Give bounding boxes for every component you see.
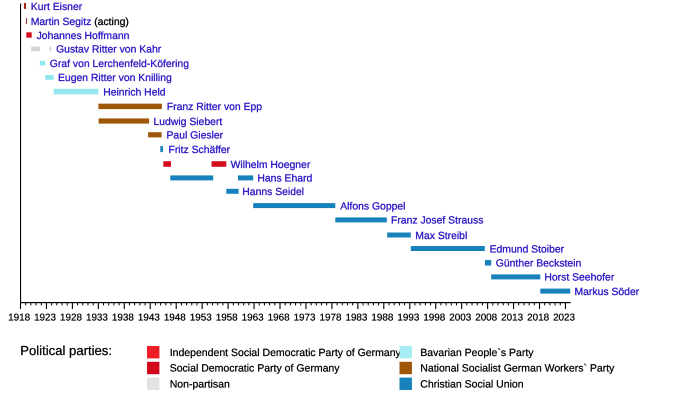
svg-text:2008: 2008 [475, 313, 497, 324]
svg-text:1988: 1988 [371, 313, 393, 324]
svg-text:Franz Josef Strauss: Franz Josef Strauss [391, 216, 483, 227]
svg-text:Max Streibl: Max Streibl [415, 231, 467, 242]
svg-text:Edmund Stoiber: Edmund Stoiber [490, 244, 565, 255]
svg-text:Hans Ehard: Hans Ehard [257, 174, 312, 185]
svg-text:Horst Seehofer: Horst Seehofer [544, 273, 614, 284]
svg-text:1953: 1953 [190, 313, 212, 324]
svg-text:1923: 1923 [34, 313, 56, 324]
svg-text:Alfons Goppel: Alfons Goppel [340, 201, 405, 212]
svg-text:Non-partisan: Non-partisan [170, 378, 230, 390]
svg-text:Political parties:: Political parties: [20, 343, 112, 358]
svg-text:2018: 2018 [527, 313, 549, 324]
svg-text:1963: 1963 [242, 313, 264, 324]
svg-text:Heinrich Held: Heinrich Held [103, 87, 166, 98]
svg-text:Franz Ritter von Epp: Franz Ritter von Epp [167, 102, 263, 113]
svg-text:Kurt Eisner: Kurt Eisner [31, 2, 83, 13]
svg-text:Hanns Seidel: Hanns Seidel [242, 187, 304, 198]
svg-text:1993: 1993 [397, 313, 419, 324]
svg-text:Markus Söder: Markus Söder [575, 287, 640, 298]
svg-text:Eugen Ritter von Knilling: Eugen Ritter von Knilling [58, 73, 172, 84]
svg-text:1968: 1968 [268, 313, 290, 324]
svg-text:Martin Segitz (acting): Martin Segitz (acting) [31, 17, 129, 28]
svg-text:Günther Beckstein: Günther Beckstein [496, 259, 582, 270]
svg-text:National Socialist German Work: National Socialist German Workers` Party [420, 363, 615, 375]
svg-text:2003: 2003 [449, 313, 471, 324]
svg-text:2013: 2013 [501, 313, 523, 324]
svg-text:1918: 1918 [8, 313, 30, 324]
svg-text:1928: 1928 [60, 313, 82, 324]
svg-text:Gustav Ritter von Kahr: Gustav Ritter von Kahr [56, 45, 162, 56]
svg-text:Ludwig Siebert: Ludwig Siebert [154, 117, 223, 128]
svg-text:1973: 1973 [294, 313, 316, 324]
svg-text:1998: 1998 [423, 313, 445, 324]
svg-text:Christian Social Union: Christian Social Union [420, 378, 523, 390]
svg-text:2023: 2023 [553, 313, 575, 324]
svg-text:1938: 1938 [112, 313, 134, 324]
svg-text:Graf von Lerchenfeld-Köfering: Graf von Lerchenfeld-Köfering [50, 59, 189, 70]
svg-text:Paul Giesler: Paul Giesler [167, 131, 224, 142]
svg-text:Independent Social Democratic: Independent Social Democratic Party of G… [170, 347, 402, 359]
svg-text:1958: 1958 [216, 313, 238, 324]
svg-text:1978: 1978 [320, 313, 342, 324]
svg-text:1933: 1933 [86, 313, 108, 324]
svg-text:1948: 1948 [164, 313, 186, 324]
svg-text:Wilhelm Hoegner: Wilhelm Hoegner [231, 160, 311, 171]
svg-text:Social Democratic Party of Ger: Social Democratic Party of Germany [170, 363, 341, 375]
svg-text:1943: 1943 [138, 313, 160, 324]
svg-text:Johannes Hoffmann: Johannes Hoffmann [37, 31, 130, 42]
svg-text:Bavarian People`s Party: Bavarian People`s Party [420, 347, 534, 359]
svg-text:1983: 1983 [345, 313, 367, 324]
svg-text:Fritz Schäffer: Fritz Schäffer [169, 145, 231, 156]
